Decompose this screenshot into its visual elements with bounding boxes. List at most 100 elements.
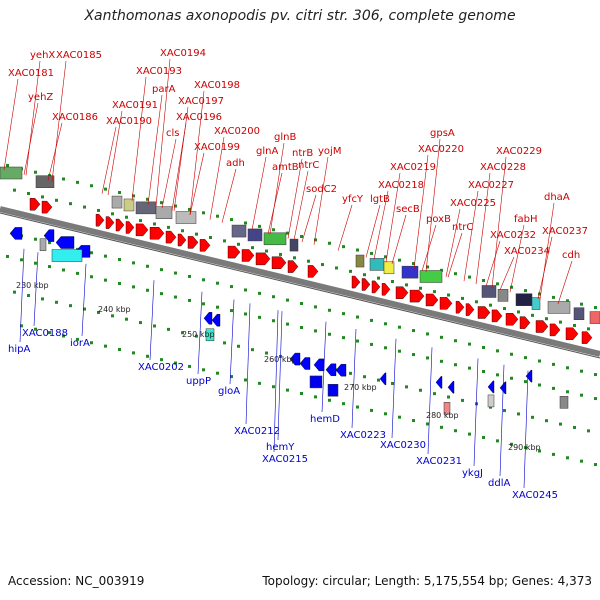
track-dot <box>55 198 58 202</box>
track-dot <box>125 317 128 321</box>
forward-gene-arrow <box>105 216 115 229</box>
feature-block <box>419 270 443 283</box>
forward-gene-arrow <box>395 286 409 299</box>
track-dot <box>433 392 436 396</box>
top-gene-leader <box>385 172 401 263</box>
top-gene-label: ntrC <box>452 222 473 233</box>
track-dot <box>6 254 9 258</box>
gene-labels: XAC0181 yehX XAC0185 yehZ XAC0186 XAC0190 XAC0… <box>8 48 588 501</box>
track-dot <box>552 362 555 366</box>
track-dot <box>202 368 205 372</box>
track-dot <box>202 278 205 282</box>
track-dot <box>90 341 93 345</box>
top-gene-leader <box>413 154 429 270</box>
genome-backbone-shadow <box>0 212 600 359</box>
bottom-gene-leader <box>149 280 155 361</box>
track-dot <box>454 429 457 433</box>
track-dot <box>216 281 219 285</box>
top-gene-label: glnB <box>274 132 296 143</box>
track-dot <box>209 236 212 240</box>
track-dot <box>181 229 184 233</box>
track-dot <box>62 268 65 272</box>
track-dot <box>447 395 450 399</box>
track-dot <box>461 398 464 402</box>
forward-gene-arrow <box>491 309 503 323</box>
top-gene-label: XAC0185 <box>56 50 102 61</box>
top-gene-label: XAC0219 <box>390 162 436 173</box>
track-dot <box>538 359 541 363</box>
track-dot <box>328 241 331 245</box>
track-dot <box>118 348 121 352</box>
track-dot <box>328 332 331 336</box>
track-dot <box>342 402 345 406</box>
top-gene-leader <box>373 190 389 260</box>
bottom-gene-label: ddlA <box>488 478 510 489</box>
forward-gene-arrow <box>477 306 491 319</box>
track-dot <box>384 322 387 326</box>
track-dot <box>13 290 16 294</box>
top-gene-label: ntrC <box>298 160 319 171</box>
track-dot <box>69 202 72 206</box>
bottom-gene-leader <box>197 291 203 375</box>
track-dot <box>363 375 366 379</box>
top-gene-leader <box>313 156 329 245</box>
reverse-gene-arrow <box>55 236 75 249</box>
forward-gene-arrow <box>535 320 549 333</box>
forward-gene-arrow <box>581 331 593 344</box>
top-gene-leader <box>491 156 507 288</box>
forward-gene-arrow <box>371 280 381 294</box>
track-dot <box>132 261 135 265</box>
track-dot <box>503 307 506 311</box>
top-gene-leader <box>421 224 437 272</box>
track-dot <box>349 371 352 375</box>
track-dot <box>342 312 345 316</box>
feature-block <box>123 198 135 212</box>
top-gene-label: cls <box>166 128 180 139</box>
track-dot <box>468 432 471 436</box>
track-dot <box>426 265 429 269</box>
track-dot <box>496 282 499 286</box>
top-gene-label: amtB <box>272 162 299 173</box>
top-gene-leader <box>23 102 39 175</box>
top-gene-label: XAC0237 <box>542 226 588 237</box>
track-dot <box>265 249 268 253</box>
bottom-gene-label: hemD <box>310 414 340 425</box>
forward-gene-arrow <box>307 265 319 278</box>
top-gene-label: glnA <box>256 146 278 157</box>
bottom-gene-label: hemY <box>266 442 295 453</box>
forward-gene-arrow <box>177 233 187 247</box>
track-dot <box>433 290 436 294</box>
feature-block <box>263 232 287 246</box>
top-gene-label: XAC0198 <box>194 80 240 91</box>
top-gene-label: yfcY <box>342 194 364 205</box>
top-gene-leader <box>509 224 525 293</box>
track-dot <box>118 191 121 195</box>
track-dot <box>454 363 457 367</box>
scale-tick-label: 240 kbp <box>98 305 131 314</box>
forward-gene-arrow <box>519 316 531 329</box>
feature-block <box>515 293 533 306</box>
top-gene-label: gpsA <box>430 128 455 139</box>
track-dot <box>510 442 513 446</box>
bottom-gene-leader <box>427 347 433 455</box>
top-gene-leader <box>189 90 205 215</box>
track-dot <box>482 345 485 349</box>
top-gene-label: XAC0193 <box>136 66 182 77</box>
track-dot <box>104 278 107 282</box>
track-dot <box>552 386 555 390</box>
track-dot <box>510 376 513 380</box>
track-dot <box>90 251 93 255</box>
track-dot <box>244 378 247 382</box>
forward-gene-arrow <box>255 252 271 266</box>
reverse-gene-arrow <box>313 358 325 372</box>
forward-gene-arrow <box>95 213 105 227</box>
track-dot <box>496 349 499 353</box>
track-dot <box>146 288 149 292</box>
feature-block <box>0 166 23 180</box>
track-dot <box>90 275 93 279</box>
feature-block <box>481 285 497 298</box>
track-dot <box>566 456 569 460</box>
track-dot <box>573 323 576 327</box>
track-dot <box>48 265 51 269</box>
